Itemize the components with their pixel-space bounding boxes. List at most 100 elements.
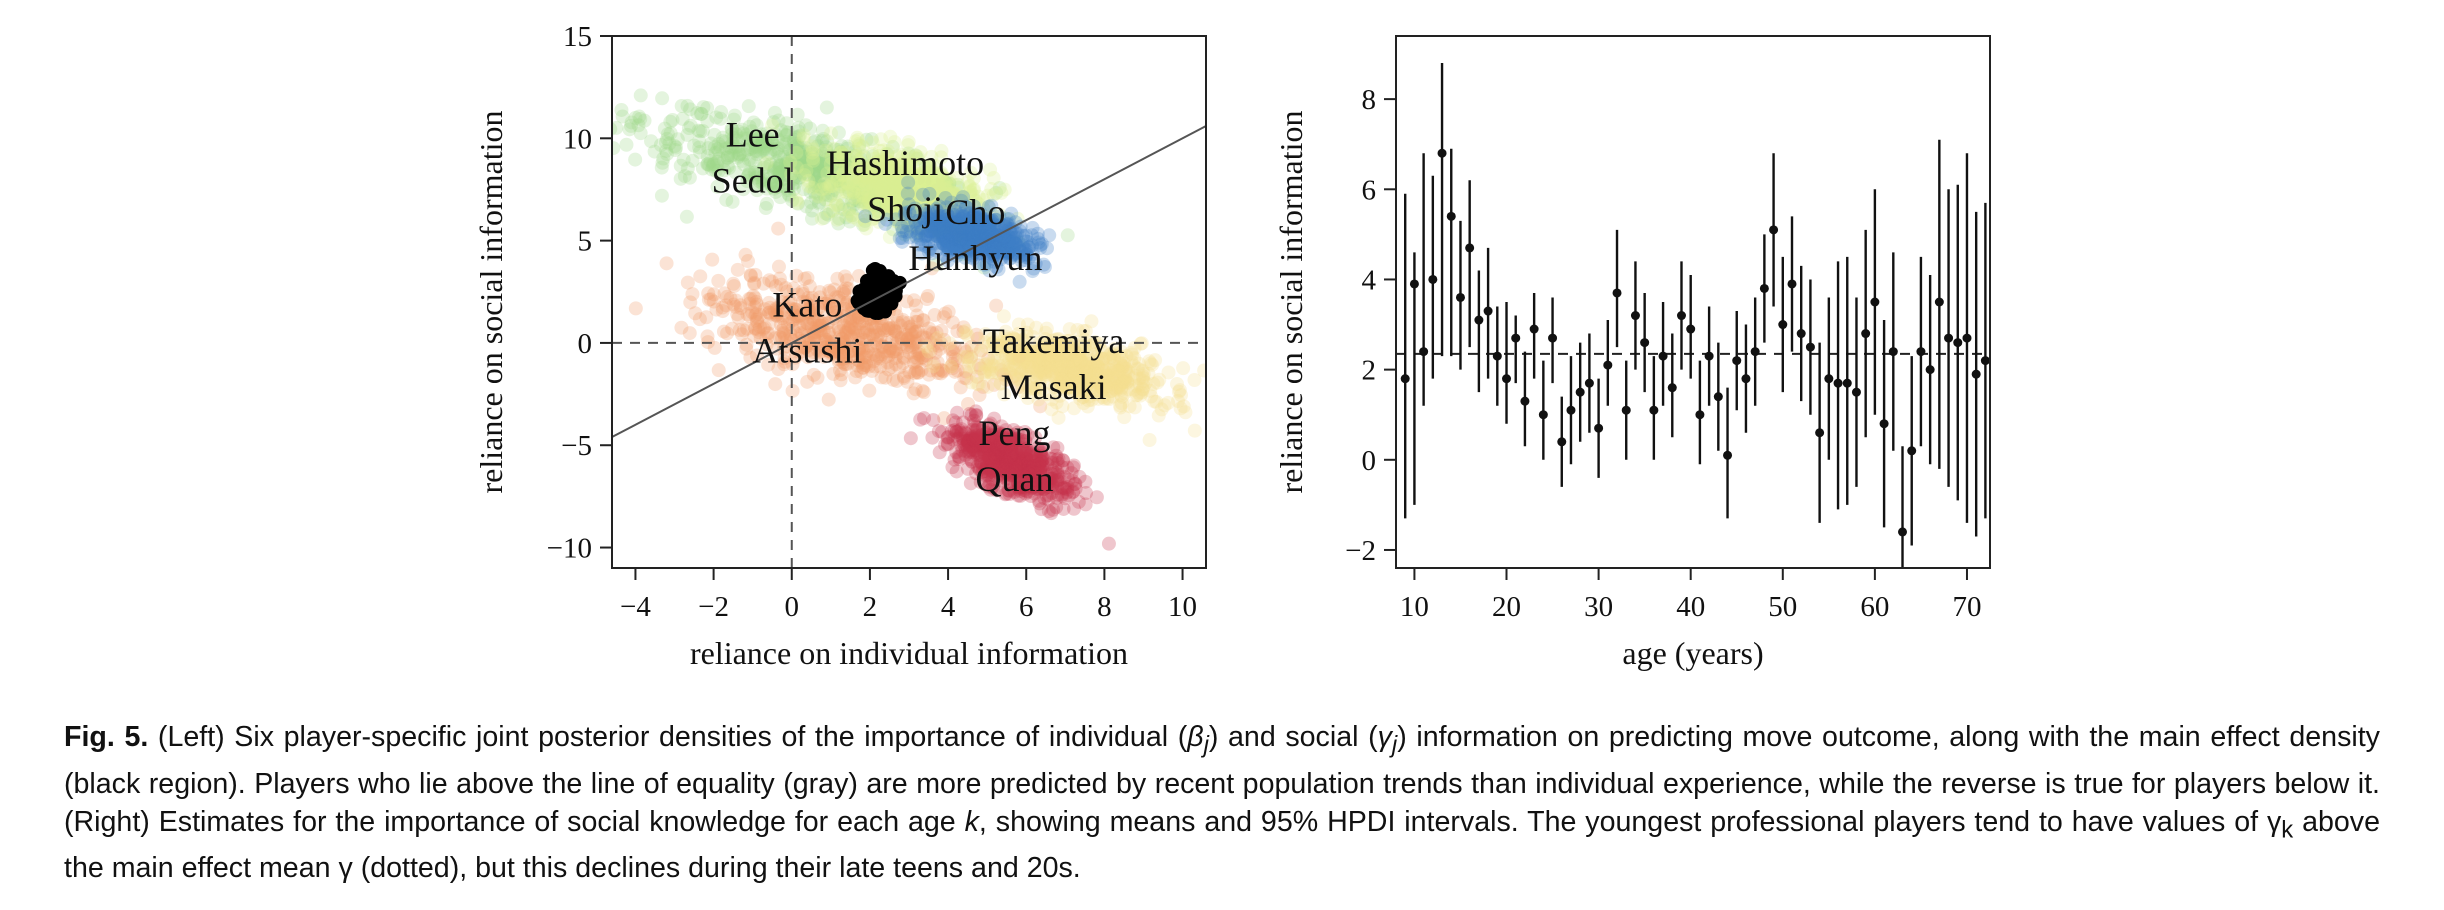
posterior-sample-point (876, 198, 891, 213)
posterior-sample-point (879, 181, 894, 196)
posterior-sample-point (906, 176, 921, 191)
player-label-shoji: Shoji (867, 189, 943, 229)
posterior-sample-point (809, 156, 824, 171)
posterior-sample-point (742, 119, 757, 134)
posterior-sample-point (799, 199, 814, 214)
posterior-sample-point (912, 220, 927, 235)
posterior-sample-point (806, 146, 821, 161)
posterior-sample-point (832, 172, 847, 187)
posterior-sample-point (862, 189, 877, 204)
posterior-sample-point (835, 147, 850, 162)
posterior-sample-point (766, 181, 781, 196)
posterior-sample-point (938, 185, 953, 200)
posterior-sample-point (901, 158, 916, 173)
posterior-sample-point (881, 194, 896, 209)
posterior-sample-point (743, 152, 758, 167)
posterior-sample-point (953, 211, 968, 226)
posterior-sample-point (944, 185, 959, 200)
posterior-sample-point (945, 194, 960, 209)
posterior-sample-point (854, 157, 869, 172)
posterior-sample-point (823, 188, 838, 203)
posterior-sample-point (870, 154, 885, 169)
age-mean-point (1455, 292, 1465, 302)
posterior-sample-point (865, 170, 880, 185)
posterior-sample-point (766, 142, 781, 157)
posterior-sample-point (936, 206, 951, 221)
posterior-sample-point (823, 166, 838, 181)
posterior-sample-point (813, 179, 828, 194)
posterior-sample-point (959, 199, 974, 214)
posterior-sample-point (912, 214, 927, 229)
posterior-sample-point (859, 183, 874, 198)
posterior-sample-point (798, 118, 813, 133)
posterior-sample-point (938, 220, 953, 235)
posterior-sample-point (934, 191, 949, 206)
posterior-sample-point (876, 194, 891, 209)
posterior-sample-point (817, 162, 832, 177)
posterior-sample-point (801, 173, 816, 188)
posterior-sample-point (798, 149, 813, 164)
posterior-sample-point (835, 197, 850, 212)
posterior-sample-point (868, 198, 883, 213)
posterior-sample-point (708, 163, 723, 178)
posterior-sample-point (827, 142, 842, 157)
posterior-sample-point (879, 163, 894, 178)
posterior-sample-point (903, 219, 918, 234)
posterior-sample-point (803, 145, 818, 160)
posterior-sample-point (874, 132, 889, 147)
right-x-tick-label: 70 (1952, 591, 1981, 623)
posterior-sample-point (986, 187, 1001, 202)
posterior-sample-point (771, 165, 786, 180)
posterior-sample-point (896, 201, 911, 216)
posterior-sample-point (904, 204, 919, 219)
posterior-sample-point (881, 156, 896, 171)
posterior-sample-point (832, 172, 847, 187)
posterior-sample-point (725, 147, 740, 162)
posterior-sample-point (773, 150, 788, 165)
posterior-sample-point (903, 179, 918, 194)
left-y-tick-label: −5 (561, 430, 592, 462)
posterior-sample-point (794, 140, 809, 155)
posterior-sample-point (1207, 391, 1221, 405)
posterior-sample-point (824, 150, 839, 165)
posterior-sample-point (787, 132, 802, 147)
posterior-sample-point (763, 157, 778, 172)
posterior-sample-point (889, 168, 904, 183)
posterior-sample-point (983, 162, 998, 177)
posterior-sample-point (800, 167, 815, 182)
posterior-sample-point (851, 136, 866, 151)
posterior-sample-point (683, 118, 698, 133)
posterior-sample-point (902, 181, 917, 196)
posterior-sample-point (851, 181, 866, 196)
posterior-sample-point (855, 169, 870, 184)
posterior-sample-point (989, 185, 1004, 200)
posterior-sample-point (682, 170, 697, 185)
posterior-sample-point (963, 185, 978, 200)
age-mean-point (1879, 419, 1889, 429)
posterior-sample-point (887, 135, 902, 150)
posterior-sample-point (900, 148, 915, 163)
posterior-sample-point (928, 219, 943, 234)
posterior-sample-point (936, 202, 951, 217)
posterior-sample-point (914, 174, 929, 189)
posterior-sample-point (919, 188, 934, 203)
posterior-sample-point (804, 139, 819, 154)
posterior-sample-point (823, 204, 838, 219)
age-mean-point (1520, 396, 1530, 406)
posterior-sample-point (856, 149, 871, 164)
posterior-sample-point (955, 231, 970, 246)
right-plot-area (1396, 63, 1990, 568)
age-mean-point (1676, 311, 1686, 321)
posterior-sample-point (720, 150, 735, 165)
posterior-sample-point (839, 185, 854, 200)
posterior-sample-point (741, 168, 756, 183)
age-mean-point (1723, 450, 1733, 460)
posterior-sample-point (778, 157, 793, 172)
posterior-sample-point (931, 190, 946, 205)
posterior-sample-point (892, 190, 907, 205)
posterior-sample-point (758, 139, 773, 154)
posterior-sample-point (855, 196, 870, 211)
posterior-sample-point (656, 151, 671, 166)
left-x-tick-label: −2 (698, 591, 729, 623)
posterior-sample-point (797, 168, 812, 183)
